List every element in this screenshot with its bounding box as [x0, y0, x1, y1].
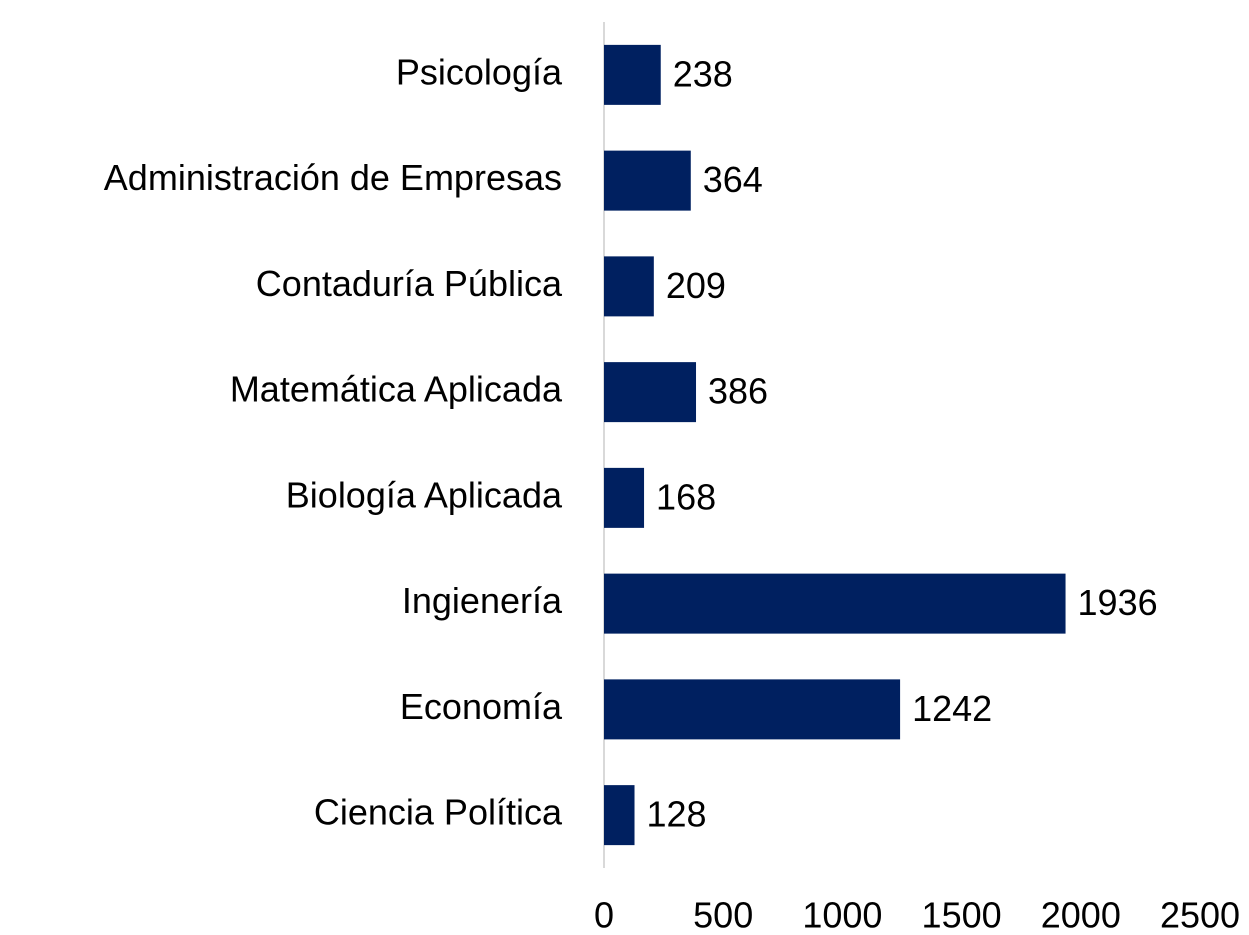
y-tick-label: Matemática Aplicada: [230, 369, 563, 410]
y-tick-label: Psicología: [396, 51, 563, 92]
bar: [604, 785, 635, 846]
data-label: 128: [647, 794, 707, 835]
y-tick-label: Biología Aplicada: [286, 474, 563, 515]
y-tick-label: Economía: [400, 686, 563, 727]
x-tick-label: 1000: [802, 895, 882, 935]
x-tick-label: 2000: [1041, 895, 1121, 935]
x-tick-label: 0: [594, 895, 614, 935]
data-label: 209: [666, 265, 726, 306]
data-label: 386: [708, 371, 768, 412]
data-label: 1242: [912, 688, 992, 729]
bar: [604, 150, 691, 211]
bar: [604, 362, 697, 423]
data-label: 364: [703, 159, 763, 200]
bar: [604, 44, 661, 105]
y-tick-label: Ciencia Política: [314, 792, 563, 833]
bar: [604, 679, 901, 740]
bar: [604, 467, 645, 528]
y-tick-label: Ingienería: [402, 580, 563, 621]
x-tick-label: 2500: [1160, 895, 1240, 935]
bar: [604, 256, 654, 317]
data-label: 238: [673, 53, 733, 94]
x-tick-label: 1500: [922, 895, 1002, 935]
data-label: 168: [656, 476, 716, 517]
y-tick-label: Contaduría Pública: [256, 263, 563, 304]
bar: [604, 573, 1066, 634]
x-tick-label: 500: [693, 895, 753, 935]
data-label: 1936: [1078, 582, 1158, 623]
y-tick-label: Administración de Empresas: [104, 157, 562, 198]
